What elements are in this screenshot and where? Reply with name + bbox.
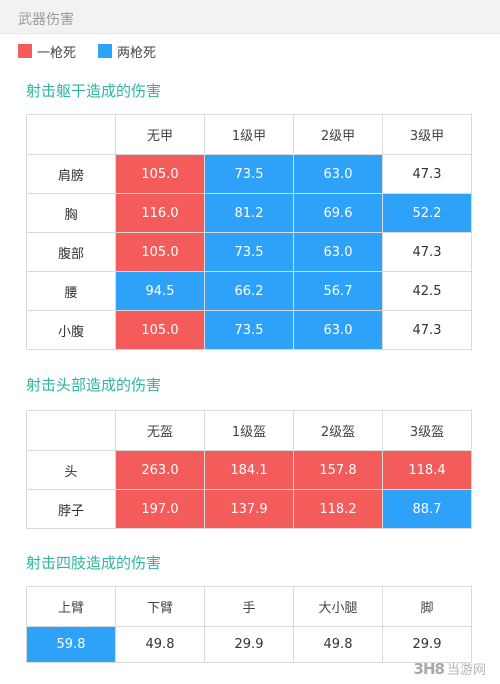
legend-label-two-shot: 两枪死 (117, 45, 157, 61)
damage-cell: 52.2 (382, 193, 472, 233)
damage-cell: 29.9 (382, 626, 472, 663)
header-cell: 上臂 (26, 586, 116, 627)
table-row: 小腹 105.0 73.5 63.0 47.3 (26, 310, 472, 350)
header-cell: 3级盔 (382, 410, 472, 451)
damage-cell: 29.9 (204, 626, 294, 663)
damage-cell: 47.3 (382, 232, 472, 272)
damage-cell: 94.5 (115, 271, 205, 311)
row-label: 头 (26, 450, 116, 490)
head-damage-table: 无盔 1级盔 2级盔 3级盔 头 263.0 184.1 157.8 118.4… (26, 410, 472, 529)
table-row: 脖子 197.0 137.9 118.2 88.7 (26, 489, 472, 529)
header-cell: 下臂 (115, 586, 205, 627)
damage-cell: 49.8 (293, 626, 383, 663)
damage-cell: 73.5 (204, 232, 294, 272)
legend: 一枪死 两枪死 (18, 42, 178, 61)
header-cell (26, 114, 116, 155)
damage-cell: 105.0 (115, 232, 205, 272)
damage-cell: 56.7 (293, 271, 383, 311)
damage-cell: 137.9 (204, 489, 294, 529)
damage-cell: 59.8 (26, 626, 116, 663)
row-label: 小腹 (26, 310, 116, 350)
limbs-damage-table: 上臂 下臂 手 大小腿 脚 59.8 49.8 29.9 49.8 29.9 (26, 586, 472, 663)
table-row: 腰 94.5 66.2 56.7 42.5 (26, 271, 472, 311)
header-cell: 1级盔 (204, 410, 294, 451)
damage-cell: 197.0 (115, 489, 205, 529)
legend-label-one-shot: 一枪死 (37, 45, 77, 61)
damage-cell: 47.3 (382, 310, 472, 350)
page-title: 武器伤害 (18, 12, 74, 28)
damage-cell: 263.0 (115, 450, 205, 490)
damage-cell: 66.2 (204, 271, 294, 311)
table-header-row: 无甲 1级甲 2级甲 3级甲 (26, 114, 472, 155)
legend-swatch-blue (98, 44, 113, 58)
damage-cell: 42.5 (382, 271, 472, 311)
damage-cell: 116.0 (115, 193, 205, 233)
table-row: 腹部 105.0 73.5 63.0 47.3 (26, 232, 472, 272)
header-cell: 大小腿 (293, 586, 383, 627)
legend-item-one-shot: 一枪死 (18, 42, 76, 61)
header-cell: 2级盔 (293, 410, 383, 451)
header-cell: 脚 (382, 586, 472, 627)
header-bar: 武器伤害 (0, 0, 500, 34)
watermark-text: 当游网 (446, 663, 486, 678)
damage-cell: 184.1 (204, 450, 294, 490)
header-cell: 无甲 (115, 114, 205, 155)
damage-cell: 118.4 (382, 450, 472, 490)
table-header-row: 上臂 下臂 手 大小腿 脚 (26, 586, 472, 627)
table-row: 59.8 49.8 29.9 49.8 29.9 (26, 626, 472, 663)
row-label: 腹部 (26, 232, 116, 272)
damage-cell: 105.0 (115, 310, 205, 350)
torso-damage-table: 无甲 1级甲 2级甲 3级甲 肩膀 105.0 73.5 63.0 47.3 胸… (26, 114, 472, 350)
section-title-head: 射击头部造成的伤害 (26, 376, 162, 394)
damage-cell: 105.0 (115, 154, 205, 194)
header-cell: 1级甲 (204, 114, 294, 155)
header-cell (26, 410, 116, 451)
damage-cell: 157.8 (293, 450, 383, 490)
row-label: 脖子 (26, 489, 116, 529)
table-header-row: 无盔 1级盔 2级盔 3级盔 (26, 410, 472, 451)
row-label: 胸 (26, 193, 116, 233)
damage-cell: 63.0 (293, 232, 383, 272)
damage-cell: 118.2 (293, 489, 383, 529)
table-row: 胸 116.0 81.2 69.6 52.2 (26, 193, 472, 233)
damage-cell: 73.5 (204, 154, 294, 194)
legend-item-two-shot: 两枪死 (98, 42, 156, 61)
table-row: 肩膀 105.0 73.5 63.0 47.3 (26, 154, 472, 194)
header-cell: 3级甲 (382, 114, 472, 155)
watermark: 3H8 当游网 (413, 659, 486, 679)
header-cell: 无盔 (115, 410, 205, 451)
damage-cell: 88.7 (382, 489, 472, 529)
watermark-logo: 3H8 (413, 659, 445, 678)
row-label: 腰 (26, 271, 116, 311)
damage-cell: 63.0 (293, 154, 383, 194)
table-row: 头 263.0 184.1 157.8 118.4 (26, 450, 472, 490)
damage-cell: 81.2 (204, 193, 294, 233)
header-cell: 2级甲 (293, 114, 383, 155)
damage-cell: 73.5 (204, 310, 294, 350)
damage-cell: 69.6 (293, 193, 383, 233)
damage-cell: 49.8 (115, 626, 205, 663)
header-cell: 手 (204, 586, 294, 627)
row-label: 肩膀 (26, 154, 116, 194)
section-title-torso: 射击躯干造成的伤害 (26, 82, 162, 100)
damage-cell: 63.0 (293, 310, 383, 350)
damage-cell: 47.3 (382, 154, 472, 194)
section-title-limbs: 射击四肢造成的伤害 (26, 554, 162, 572)
legend-swatch-red (18, 44, 32, 58)
